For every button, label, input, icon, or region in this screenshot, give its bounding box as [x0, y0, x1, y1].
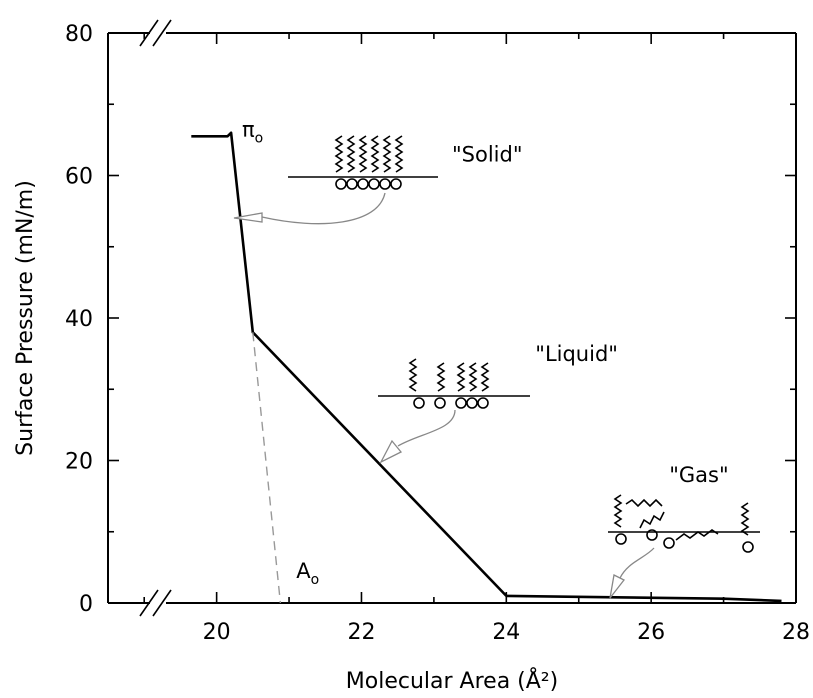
- dashed-extrapolation-line: [252, 332, 282, 604]
- annotation-label: "Solid": [452, 142, 523, 166]
- annotation-label: "Liquid": [535, 342, 618, 366]
- axis-break-bottom: [139, 589, 172, 617]
- x-tick-label: 26: [637, 620, 665, 645]
- liquid-schematic: [378, 358, 530, 409]
- solid-schematic: [288, 135, 438, 190]
- y-tick-label: 20: [65, 450, 93, 475]
- tick-labels: 20 22 24 26 28 0 20 40 60 80: [65, 22, 810, 645]
- annotation-label: "Gas": [669, 463, 728, 487]
- x-axis-title: Molecular Area (Å²): [346, 667, 558, 694]
- gas-schematic: [608, 494, 760, 553]
- solid-arrow: [261, 192, 386, 225]
- liquid-arrow: [397, 409, 456, 447]
- y-axis-title: Surface Pressure (mN/m): [13, 180, 38, 456]
- y-tick-label: 80: [65, 22, 93, 47]
- y-tick-label: 60: [65, 165, 93, 190]
- gas-arrow-head: [609, 574, 625, 599]
- solid-arrow-head: [233, 212, 263, 223]
- annotation-label: Ao: [296, 559, 319, 588]
- tick-marks: [108, 32, 797, 604]
- plot-frame: [107, 32, 797, 604]
- axis-break-top: [139, 19, 172, 47]
- y-tick-label: 40: [65, 307, 93, 332]
- liquid-arrow-head: [379, 439, 403, 464]
- y-tick-label: 0: [79, 592, 93, 617]
- gas-arrow: [619, 547, 655, 579]
- series-group: [191, 131, 782, 604]
- x-tick-label: 28: [782, 620, 810, 645]
- x-tick-label: 20: [203, 620, 231, 645]
- annotation-arrows: [233, 192, 655, 599]
- isotherm-line: [191, 131, 782, 603]
- annotation-label: πo: [242, 117, 263, 146]
- x-tick-label: 22: [347, 620, 375, 645]
- x-tick-label: 24: [492, 620, 520, 645]
